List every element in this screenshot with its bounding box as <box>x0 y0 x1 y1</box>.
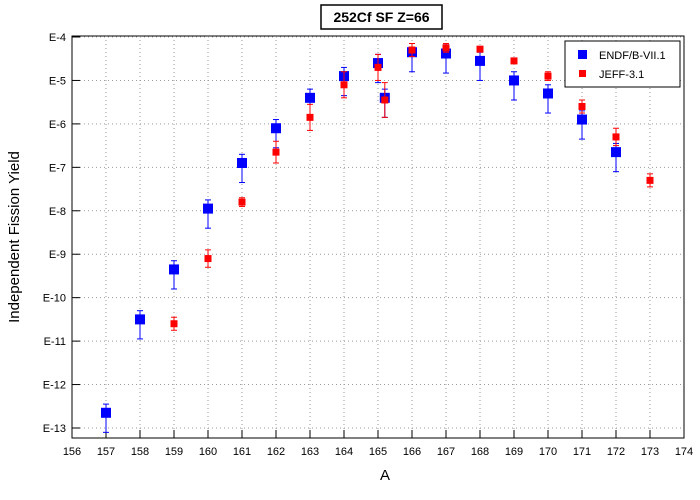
x-axis: 156 157 158 159 160 161 162 163 164 165 166 167 168 1… <box>63 430 693 458</box>
y-tick-label: E-8 <box>49 206 66 218</box>
y-tick-label: E-5 <box>49 75 66 87</box>
data-point <box>544 72 552 80</box>
y-tick-label: E-11 <box>44 336 66 348</box>
x-tick-label: 170 <box>539 446 557 458</box>
legend-label-jeff: JEFF-3.1 <box>599 69 644 81</box>
x-tick-label: 156 <box>63 446 81 458</box>
data-point <box>101 407 111 418</box>
data-point <box>509 75 519 86</box>
data-point <box>646 176 654 184</box>
data-point <box>135 314 145 325</box>
data-point <box>374 63 382 71</box>
x-tick-label: 172 <box>607 446 625 458</box>
y-tick-label: E-4 <box>49 32 66 44</box>
y-axis: E-4 E-5 E-6 E-7 E-8 E-9 E-10 E-11 E-12 E-13 <box>43 32 80 435</box>
data-point <box>408 46 416 54</box>
x-tick-label: 161 <box>233 446 251 458</box>
x-tick-label: 158 <box>131 446 149 458</box>
data-point <box>340 81 348 89</box>
data-point <box>204 255 212 263</box>
x-tick-label: 162 <box>267 446 285 458</box>
data-point <box>237 157 247 168</box>
x-tick-label: 159 <box>165 446 183 458</box>
legend-box <box>564 40 681 88</box>
data-point <box>238 198 246 206</box>
chart-title-box: 252Cf SF Z=66 <box>320 4 443 30</box>
y-axis-title: Independent Fission Yield <box>6 151 23 323</box>
x-tick-label: 168 <box>471 446 489 458</box>
data-point <box>612 133 620 141</box>
data-point <box>611 147 621 158</box>
data-point <box>442 44 450 52</box>
x-tick-label: 166 <box>403 446 421 458</box>
x-tick-label: 167 <box>437 446 455 458</box>
y-tick-label: E-9 <box>49 249 66 261</box>
data-point <box>476 45 484 53</box>
x-tick-label: 163 <box>301 446 319 458</box>
data-point <box>169 264 179 275</box>
data-series <box>101 43 654 433</box>
chart-title: 252Cf SF Z=66 <box>333 9 429 25</box>
data-point <box>578 103 586 111</box>
legend-marker-endf <box>578 50 587 59</box>
data-point <box>510 57 518 65</box>
legend-marker-jeff <box>579 70 586 77</box>
data-point <box>203 203 213 214</box>
series-endf <box>101 43 621 433</box>
y-tick-label: E-13 <box>43 423 66 435</box>
x-axis-title: A <box>380 467 390 484</box>
y-tick-label: E-10 <box>43 293 66 305</box>
data-point <box>475 55 485 66</box>
data-point <box>305 92 315 103</box>
y-tick-label: E-12 <box>43 380 66 392</box>
x-tick-label: 165 <box>369 446 387 458</box>
series-jeff <box>170 43 654 331</box>
data-point <box>170 320 178 328</box>
legend-label-endf: ENDF/B-VII.1 <box>599 50 666 62</box>
x-tick-label: 160 <box>199 446 217 458</box>
x-tick-label: 164 <box>335 446 353 458</box>
data-point <box>271 123 281 134</box>
x-tick-label: 157 <box>97 446 115 458</box>
legend: ENDF/B-VII.1 JEFF-3.1 <box>564 40 681 88</box>
x-tick-label: 169 <box>505 446 523 458</box>
grid-lines <box>72 36 684 438</box>
y-tick-label: E-7 <box>49 162 66 174</box>
y-tick-label: E-6 <box>49 119 66 131</box>
data-point <box>306 113 314 121</box>
data-point <box>441 48 451 59</box>
data-point <box>272 148 280 156</box>
data-point <box>543 88 553 99</box>
data-point <box>381 96 389 104</box>
x-tick-label: 174 <box>675 446 693 458</box>
x-tick-label: 171 <box>573 446 591 458</box>
data-point <box>577 114 587 125</box>
x-tick-label: 173 <box>641 446 659 458</box>
